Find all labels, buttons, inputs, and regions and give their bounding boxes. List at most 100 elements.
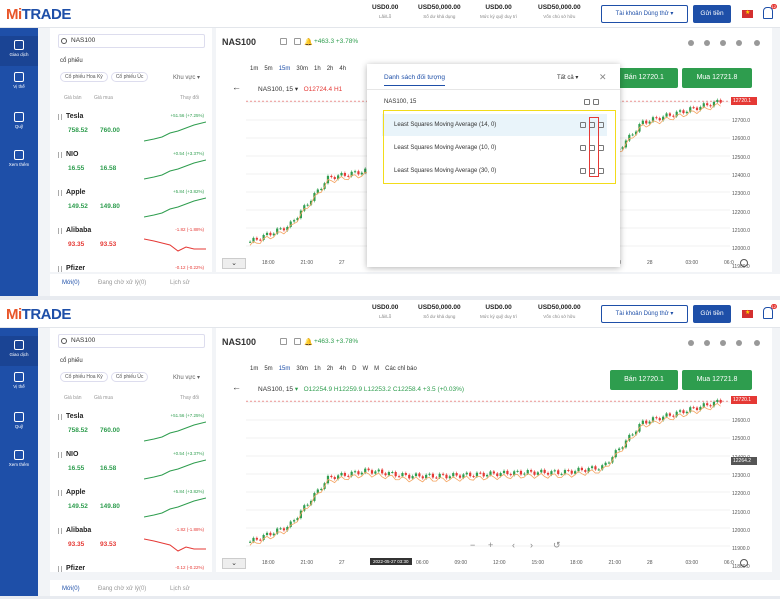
region-dropdown[interactable]: Khu vực ▾ bbox=[173, 375, 201, 381]
flag-icon[interactable] bbox=[742, 9, 753, 18]
timeframe-1m[interactable]: 1m bbox=[250, 66, 259, 72]
chip-us-stocks[interactable]: Cổ phiếu Hoa Kỳ bbox=[60, 72, 108, 82]
eye-icon[interactable] bbox=[580, 168, 586, 174]
dropdown-icon[interactable] bbox=[280, 38, 287, 45]
timeframe-1m[interactable]: 1m bbox=[250, 366, 259, 372]
search-input[interactable]: NAS100 bbox=[58, 34, 205, 48]
account-selector[interactable]: Tài khoản Dùng thử ▾ bbox=[601, 5, 688, 23]
pin-icon[interactable] bbox=[58, 152, 62, 158]
close-icon[interactable]: ✕ bbox=[599, 72, 607, 82]
settings-icon[interactable] bbox=[736, 40, 742, 46]
bell-icon[interactable]: 12 bbox=[763, 4, 777, 19]
deposit-button[interactable]: Gửi tiền bbox=[693, 305, 731, 323]
list-item[interactable]: Pfizer -0.12 (-0.22%) bbox=[58, 265, 208, 296]
timeframe-30m[interactable]: 30m bbox=[296, 366, 309, 372]
buy-button[interactable]: Mua 12721.8 bbox=[682, 68, 752, 88]
sidebar-item-trade[interactable]: Giao dịch bbox=[0, 36, 38, 66]
timeframe-30m[interactable]: 30m bbox=[296, 66, 309, 72]
list-item[interactable]: Tesla +51.56 (+7.25%) 758.52 760.00 bbox=[58, 413, 208, 450]
share-icon[interactable] bbox=[688, 340, 694, 346]
timeframe-2h[interactable]: 2h bbox=[326, 66, 334, 72]
zoom-in-icon[interactable]: + bbox=[488, 540, 494, 550]
star-icon[interactable] bbox=[294, 38, 301, 45]
timeframe-1h[interactable]: 1h bbox=[314, 66, 321, 72]
price-chart[interactable] bbox=[246, 394, 730, 556]
flag-icon[interactable] bbox=[742, 309, 753, 318]
fullscreen-icon[interactable] bbox=[754, 40, 760, 46]
sidebar-item-trade[interactable]: Giao dịch bbox=[0, 336, 38, 366]
tab-pending[interactable]: Đang chờ xử lý(0) bbox=[98, 586, 147, 592]
list-item[interactable]: Apple +5.84 (+3.82%) 149.52 149.80 bbox=[58, 189, 208, 226]
dropdown-icon[interactable] bbox=[280, 338, 287, 345]
collapse-toggle[interactable]: ⌄ bbox=[222, 558, 246, 569]
bell-alert-icon[interactable]: 🔔 bbox=[304, 39, 313, 46]
timeframe-D[interactable]: D bbox=[352, 366, 357, 372]
deposit-button[interactable]: Gửi tiền bbox=[693, 5, 731, 23]
eye-icon[interactable] bbox=[580, 122, 586, 128]
compass-icon[interactable] bbox=[704, 340, 710, 346]
pin-icon[interactable] bbox=[58, 190, 62, 196]
indicators-button[interactable]: Các chỉ báo bbox=[385, 366, 417, 372]
timeframe-5m[interactable]: 5m bbox=[264, 366, 273, 372]
object-lsma-30[interactable]: Least Squares Moving Average (30, 0) bbox=[382, 160, 607, 182]
pin-icon[interactable] bbox=[58, 490, 62, 496]
sidebar-item-more[interactable]: Xem thêm bbox=[0, 150, 38, 167]
account-selector[interactable]: Tài khoản Dùng thử ▾ bbox=[601, 305, 688, 323]
settings-icon[interactable] bbox=[593, 99, 599, 105]
timeframe-5m[interactable]: 5m bbox=[264, 66, 273, 72]
chart-settings-icon[interactable] bbox=[740, 559, 748, 567]
chip-us-stocks[interactable]: Cổ phiếu Hoa Kỳ bbox=[60, 372, 108, 382]
list-item[interactable]: Alibaba -1.82 (-1.88%) 93.35 93.53 bbox=[58, 227, 208, 264]
buy-button[interactable]: Mua 12721.8 bbox=[682, 370, 752, 390]
scroll-right-icon[interactable]: › bbox=[530, 540, 533, 550]
timeframe-W[interactable]: W bbox=[362, 366, 369, 372]
back-arrow-icon[interactable]: ← bbox=[232, 382, 241, 392]
bell-alert-icon[interactable]: 🔔 bbox=[304, 339, 313, 346]
chip-au-stocks[interactable]: Cổ phiếu Úc bbox=[110, 372, 149, 382]
object-main-series[interactable]: NAS100, 15 bbox=[372, 91, 599, 113]
timeframe-15m[interactable]: 15m bbox=[278, 366, 291, 372]
sidebar-item-funds[interactable]: Quỹ bbox=[0, 112, 38, 129]
sell-button[interactable]: Bán 12720.1 bbox=[610, 68, 678, 88]
collapse-toggle[interactable]: ⌄ bbox=[222, 258, 246, 269]
tab-new[interactable]: Mới(0) bbox=[62, 586, 80, 592]
settings-icon[interactable] bbox=[736, 340, 742, 346]
timeframe-M[interactable]: M bbox=[374, 366, 380, 372]
info-icon[interactable] bbox=[720, 40, 726, 46]
timeframe-4h[interactable]: 4h bbox=[339, 366, 347, 372]
list-item[interactable]: Apple +5.84 (+3.82%) 149.52 149.80 bbox=[58, 489, 208, 526]
pin-icon[interactable] bbox=[58, 114, 62, 120]
reset-icon[interactable]: ↺ bbox=[553, 540, 561, 550]
eye-icon[interactable] bbox=[580, 145, 586, 151]
tab-pending[interactable]: Đang chờ xử lý(0) bbox=[98, 280, 147, 286]
region-dropdown[interactable]: Khu vực ▾ bbox=[173, 75, 201, 81]
zoom-out-icon[interactable]: − bbox=[470, 540, 476, 550]
back-arrow-icon[interactable]: ← bbox=[232, 82, 241, 92]
chart-settings-icon[interactable] bbox=[740, 259, 748, 267]
list-item[interactable]: NIO +0.54 (+3.37%) 16.55 16.58 bbox=[58, 151, 208, 188]
tab-history[interactable]: Lịch sử bbox=[170, 280, 190, 286]
eye-icon[interactable] bbox=[584, 99, 590, 105]
scroll-left-icon[interactable]: ‹ bbox=[512, 540, 515, 550]
chip-au-stocks[interactable]: Cổ phiếu Úc bbox=[110, 72, 149, 82]
timeframe-4h[interactable]: 4h bbox=[339, 66, 347, 72]
timeframe-15m[interactable]: 15m bbox=[278, 66, 291, 72]
bell-icon[interactable]: 12 bbox=[763, 304, 777, 319]
list-item[interactable]: NIO +0.54 (+3.37%) 16.55 16.58 bbox=[58, 451, 208, 488]
timeframe-2h[interactable]: 2h bbox=[326, 366, 334, 372]
sidebar-item-more[interactable]: Xem thêm bbox=[0, 450, 38, 467]
pin-icon[interactable] bbox=[58, 528, 62, 534]
sidebar-item-funds[interactable]: Quỹ bbox=[0, 412, 38, 429]
list-item[interactable]: Pfizer -0.12 (-0.22%) bbox=[58, 565, 208, 596]
compass-icon[interactable] bbox=[704, 40, 710, 46]
tab-new[interactable]: Mới(0) bbox=[62, 280, 80, 286]
list-item[interactable]: Alibaba -1.82 (-1.88%) 93.35 93.53 bbox=[58, 527, 208, 564]
star-icon[interactable] bbox=[294, 338, 301, 345]
pin-icon[interactable] bbox=[58, 566, 62, 572]
search-input[interactable]: NAS100 bbox=[58, 334, 205, 348]
sell-button[interactable]: Bán 12720.1 bbox=[610, 370, 678, 390]
pin-icon[interactable] bbox=[58, 266, 62, 272]
filter-dropdown[interactable]: Tất cả ▾ bbox=[557, 75, 579, 81]
timeframe-1h[interactable]: 1h bbox=[314, 366, 321, 372]
share-icon[interactable] bbox=[688, 40, 694, 46]
